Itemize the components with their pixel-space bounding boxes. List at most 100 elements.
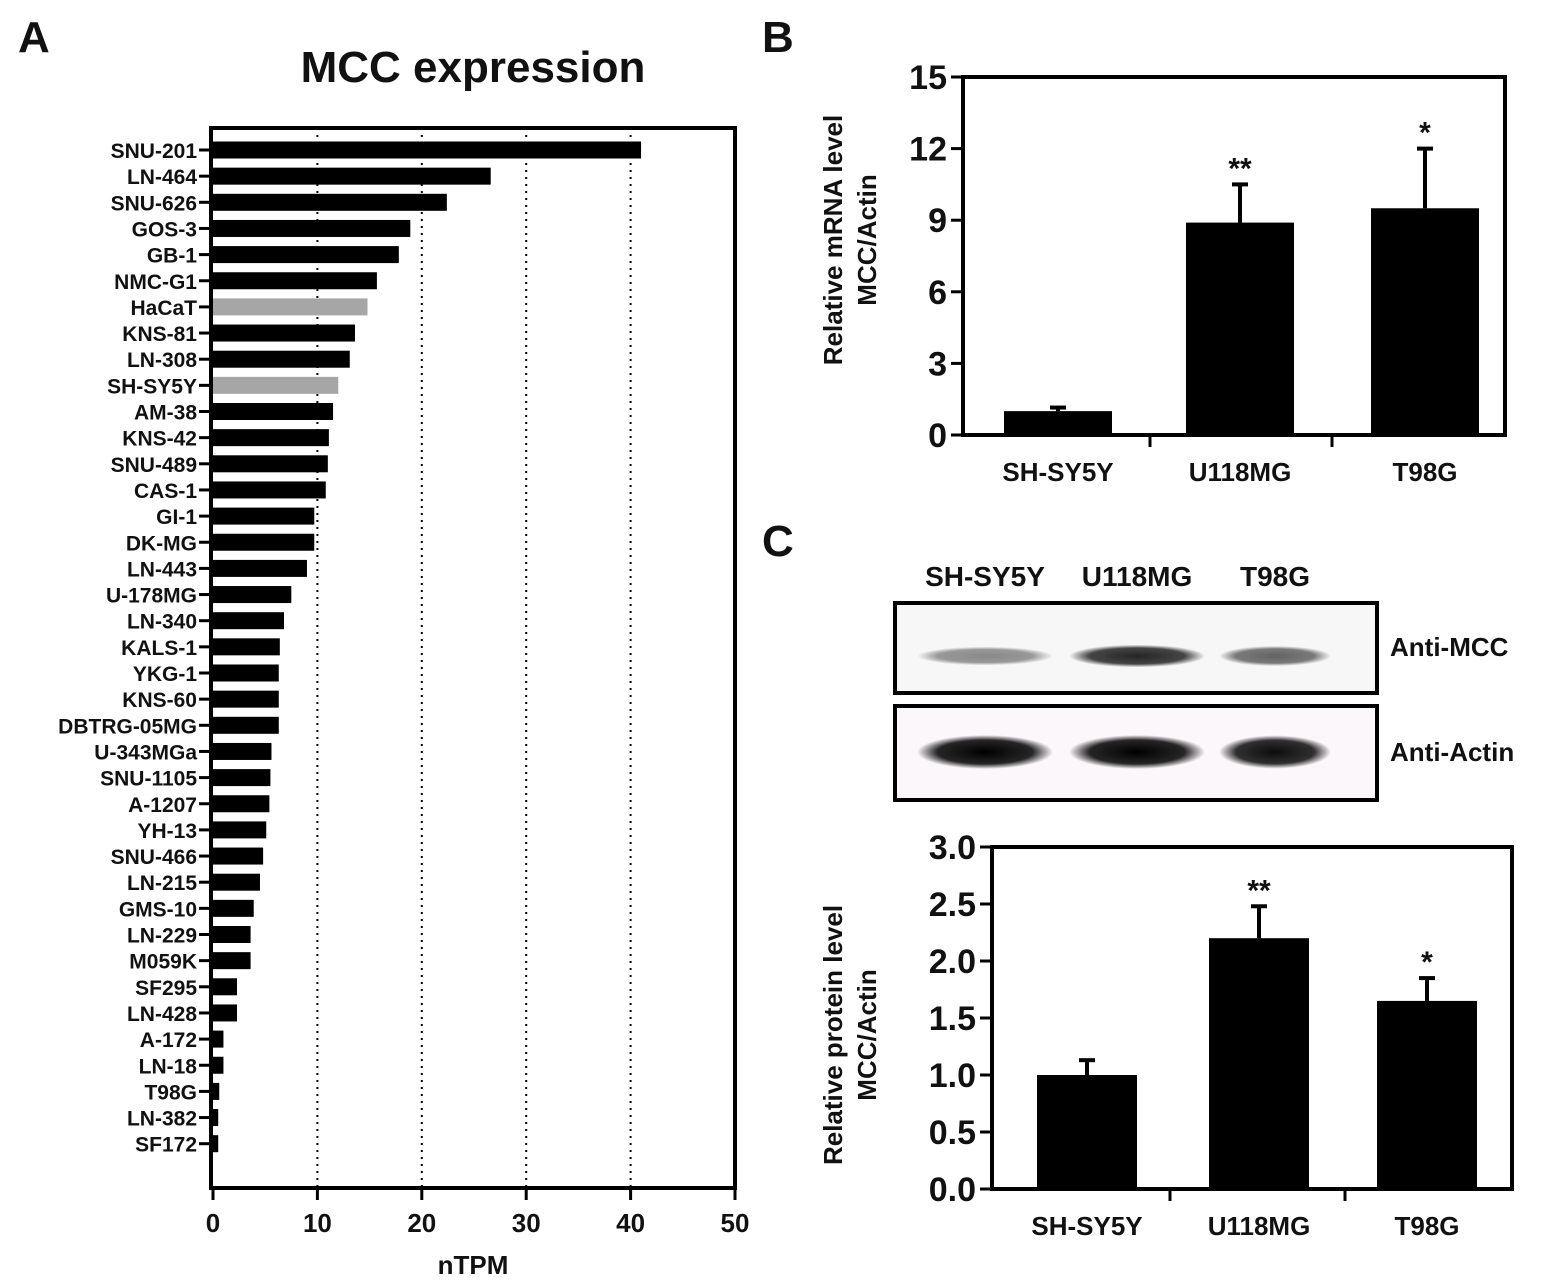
- chart-c-bar-t98g: [1377, 1000, 1477, 1189]
- chart-a-category-label: DK-MG: [126, 532, 197, 555]
- chart-a-bar-ln-464: [213, 167, 491, 185]
- chart-a-bar-ykg-1: [213, 664, 279, 682]
- chart-a-bar-snu-201: [213, 141, 642, 159]
- chart-a-xlabel: nTPM: [438, 1250, 509, 1280]
- chart-a-category-label: KNS-42: [122, 428, 197, 451]
- chart-a-category-label: KNS-60: [122, 689, 197, 712]
- chart-a-bar-nmc-g1: [213, 272, 377, 290]
- chart-a-title: MCC expression: [301, 43, 646, 92]
- chart-a-bar-ln-443: [213, 559, 307, 577]
- chart-a-xtick-label: 10: [303, 1208, 332, 1238]
- chart-b-bar-sh-sy5y: [1004, 411, 1112, 435]
- chart-b-ytick-label: 15: [909, 59, 947, 97]
- chart-a-xtick-label: 0: [206, 1208, 220, 1238]
- chart-b-bar-t98g: [1371, 208, 1479, 435]
- chart-a-xtick-label: 30: [512, 1208, 541, 1238]
- chart-a-category-label: LN-215: [127, 872, 197, 895]
- chart-a-category-label: SH-SY5Y: [107, 375, 197, 398]
- chart-a-category-label: LN-340: [127, 611, 197, 634]
- chart-a-xtick-label: 40: [616, 1208, 645, 1238]
- chart-a-bar-kals-1: [213, 638, 280, 656]
- chart-c-significance-t98g: *: [1421, 946, 1433, 979]
- chart-a-category-label: T98G: [144, 1081, 197, 1104]
- chart-a-category-label: LN-428: [127, 1003, 197, 1026]
- chart-a-bar-ln-215: [213, 873, 260, 891]
- chart-c-ytick-label: 2.5: [929, 886, 976, 924]
- chart-a-category-label: YKG-1: [133, 663, 198, 686]
- chart-a-category-label: U-178MG: [106, 585, 197, 608]
- chart-a-bar-yh-13: [213, 821, 267, 839]
- chart-a-category-label: SNU-626: [111, 192, 197, 215]
- chart-a-bar-u-178mg: [213, 586, 292, 604]
- chart-a-bar-gos-3: [213, 219, 411, 237]
- chart-a-category-label: HaCaT: [130, 297, 197, 320]
- chart-b-significance-t98g: *: [1419, 117, 1431, 150]
- chart-a-category-label: LN-382: [127, 1108, 197, 1131]
- chart-c-ylabel-line1: Relative protein level: [818, 905, 848, 1165]
- chart-b-plot-frame: [961, 75, 1507, 437]
- chart-a-bar-sf295: [213, 978, 238, 996]
- chart-b-bar-u118mg: [1186, 222, 1294, 435]
- chart-a-bar-u-343mga: [213, 742, 272, 760]
- chart-c-bar-u118mg: [1209, 938, 1309, 1189]
- chart-c: *** 0.00.51.01.52.02.53.0 SH-SY5Y U118MG T…: [818, 829, 1514, 1241]
- chart-a-category-label: LN-18: [139, 1055, 198, 1078]
- chart-b-ytick-label: 12: [909, 131, 947, 169]
- chart-a-category-label: KNS-81: [122, 323, 197, 346]
- chart-c-ytick-label: 0.0: [929, 1171, 976, 1209]
- chart-c-ytick-label: 3.0: [929, 829, 976, 867]
- chart-a-bar-dbtrg-05mg: [213, 716, 279, 734]
- chart-a-bar-ln-18: [213, 1056, 224, 1074]
- chart-a-bar-ln-308: [213, 350, 350, 368]
- chart-a-category-label: GI-1: [156, 506, 197, 529]
- chart-a-bar-gms-10: [213, 899, 254, 917]
- chart-a-category-label: A-172: [140, 1029, 197, 1052]
- chart-a-bar-m059k: [213, 952, 251, 970]
- chart-a-bar-cas-1: [213, 481, 326, 499]
- chart-b-ytick-label: 3: [928, 345, 947, 383]
- chart-a-bar-snu-489: [213, 455, 328, 473]
- chart-a-category-label: DBTRG-05MG: [58, 715, 197, 738]
- chart-c-ytick-label: 1.0: [929, 1057, 976, 1095]
- chart-a-category-label: LN-464: [127, 166, 197, 189]
- western-blot: SH-SY5Y U118MG T98G Anti-MCC Anti-Actin: [893, 561, 1514, 802]
- chart-a-bar-hacat: [213, 298, 368, 316]
- chart-b-ytick-label: 0: [928, 417, 947, 455]
- chart-a-category-label: U-343MGa: [94, 741, 197, 764]
- chart-c-bar-sh-sy5y: [1037, 1075, 1137, 1189]
- chart-c-ytick-label: 1.5: [929, 1000, 976, 1038]
- chart-b-category-label: SH-SY5Y: [1002, 457, 1113, 487]
- chart-b-ytick-label: 9: [928, 202, 947, 240]
- chart-a-bar-ln-428: [213, 1004, 238, 1022]
- chart-b-category-label: T98G: [1392, 457, 1457, 487]
- chart-a-bar-ln-229: [213, 926, 251, 943]
- chart-a-bar-snu-466: [213, 847, 264, 865]
- blot-row-label-actin: Anti-Actin: [1390, 737, 1514, 767]
- chart-b-ylabel-line1: Relative mRNA level: [818, 115, 848, 365]
- chart-a-category-label: SNU-489: [111, 454, 197, 477]
- chart-a-bar-kns-60: [213, 690, 279, 708]
- chart-a-category-label: LN-308: [127, 349, 197, 372]
- chart-a-bar-a-172: [213, 1030, 224, 1048]
- chart-b-category-label: U118MG: [1189, 457, 1292, 487]
- chart-c-category-label: U118MG: [1208, 1211, 1311, 1241]
- chart-a-xtick-label: 50: [721, 1208, 750, 1238]
- chart-a-category-label: SNU-201: [111, 140, 198, 163]
- chart-a-bar-ln-340: [213, 612, 284, 630]
- blot-band-anti-actin-t98g: [1219, 735, 1331, 769]
- blot-lane-label-sh-sy5y: SH-SY5Y: [925, 561, 1045, 592]
- blot-band-anti-mcc-t98g: [1219, 645, 1331, 667]
- chart-a-category-label: NMC-G1: [114, 271, 197, 294]
- chart-a-bar-sh-sy5y: [213, 376, 339, 394]
- chart-a-bar-am-38: [213, 403, 334, 420]
- chart-a-bar-gi-1: [213, 507, 315, 525]
- panel-label-a: A: [18, 13, 50, 62]
- chart-a-category-label: GOS-3: [132, 218, 197, 241]
- panel-label-c: C: [762, 517, 794, 566]
- blot-band-anti-actin-sh-sy5y: [917, 735, 1053, 769]
- chart-a-category-label: GMS-10: [119, 898, 197, 921]
- chart-a-category-label: AM-38: [134, 402, 197, 425]
- chart-c-ytick-label: 2.0: [929, 943, 976, 981]
